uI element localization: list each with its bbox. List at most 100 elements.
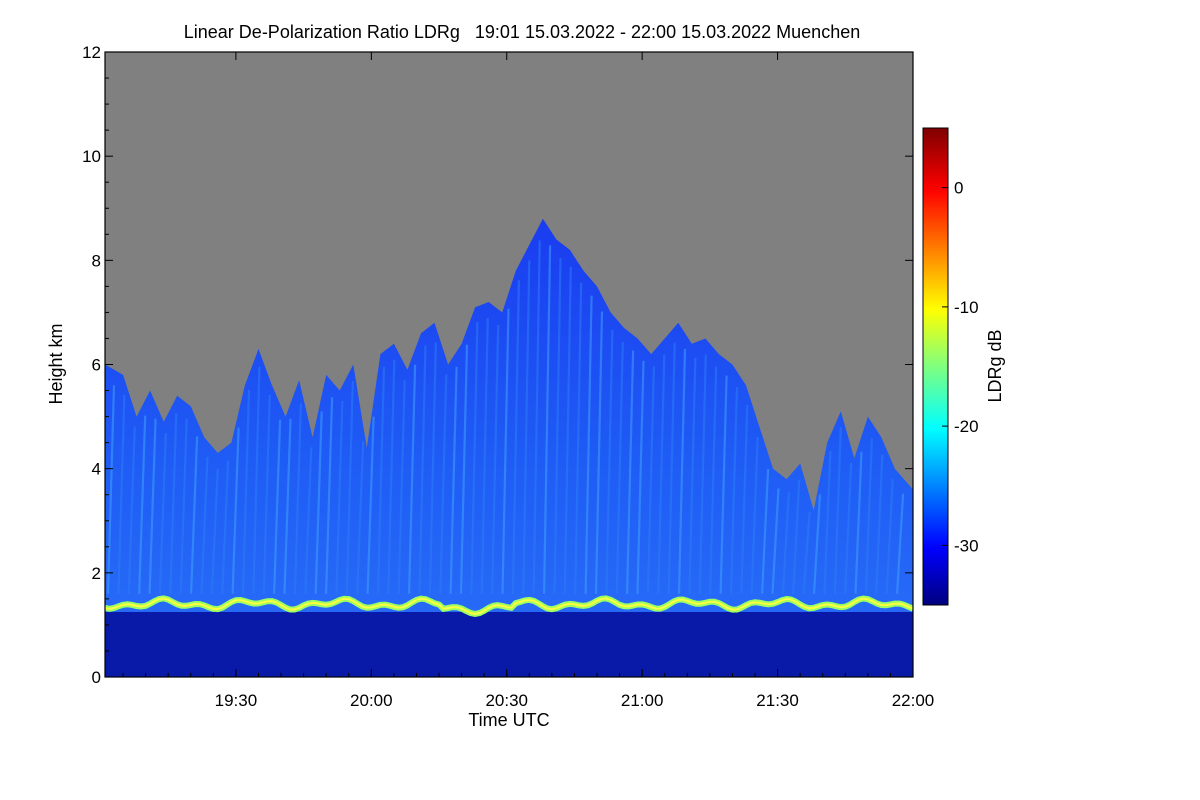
fallstreak bbox=[470, 321, 479, 594]
fallstreak bbox=[594, 311, 604, 594]
fallstreak bbox=[532, 240, 541, 594]
fallstreak bbox=[428, 342, 437, 594]
x-tick-label: 22:00 bbox=[892, 691, 935, 710]
fallstreak bbox=[106, 385, 116, 594]
fallstreak bbox=[885, 479, 894, 594]
fallstreak bbox=[480, 317, 489, 594]
fallstreak bbox=[823, 450, 832, 594]
colorbar bbox=[922, 127, 949, 606]
fallstreak bbox=[459, 344, 469, 594]
fallstreak bbox=[574, 282, 583, 594]
fallstreak bbox=[501, 308, 510, 594]
fallstreak bbox=[709, 366, 718, 594]
y-tick-label: 8 bbox=[92, 251, 101, 270]
x-tick-label: 20:30 bbox=[485, 691, 528, 710]
fallstreak bbox=[761, 468, 770, 594]
fallstreak bbox=[615, 342, 624, 594]
fallstreak bbox=[221, 460, 230, 594]
colorbar-tick-label: 0 bbox=[954, 179, 963, 198]
fallstreak bbox=[148, 418, 157, 594]
fallstreak bbox=[698, 354, 707, 594]
fallstreak bbox=[273, 419, 282, 594]
fallstreak bbox=[117, 394, 126, 594]
y-axis: 0 2 4 6 8 10 12 bbox=[82, 43, 913, 687]
fallstreak bbox=[397, 380, 406, 594]
fallstreak bbox=[356, 441, 365, 594]
y-tick-label: 6 bbox=[92, 356, 101, 375]
fallstreak bbox=[418, 345, 427, 594]
fallstreak bbox=[812, 494, 822, 594]
fallstreak bbox=[449, 366, 458, 594]
fallstreak bbox=[667, 342, 676, 594]
x-axis-label: Time UTC bbox=[468, 710, 549, 730]
x-tick-label: 21:00 bbox=[621, 691, 664, 710]
fallstreak bbox=[688, 357, 697, 594]
fallstreak bbox=[304, 447, 313, 594]
fallstreak bbox=[771, 488, 780, 594]
y-tick-label: 4 bbox=[92, 460, 101, 479]
plot-area bbox=[105, 52, 913, 677]
fallstreak bbox=[792, 480, 801, 594]
fallstreak bbox=[283, 418, 292, 594]
fallstreak bbox=[854, 451, 863, 594]
chart-title: Linear De-Polarization Ratio LDRg 19:01 … bbox=[184, 22, 860, 42]
fallstreak bbox=[584, 295, 593, 594]
fallstreak bbox=[345, 380, 354, 594]
y-axis-label: Height km bbox=[46, 323, 66, 404]
colorbar-label: LDRg dB bbox=[985, 329, 1005, 402]
x-tick-label: 21:30 bbox=[756, 691, 799, 710]
colorbar-tick-label: -20 bbox=[954, 417, 979, 436]
fallstreak bbox=[750, 437, 759, 594]
lower-aerosol-layer bbox=[105, 612, 913, 677]
fallstreak bbox=[677, 348, 687, 594]
fallstreak bbox=[511, 280, 520, 594]
fallstreak bbox=[408, 364, 417, 594]
y-tick-label: 12 bbox=[82, 43, 101, 62]
fallstreak bbox=[844, 462, 853, 594]
fallstreak bbox=[729, 387, 739, 594]
fallstreak bbox=[262, 394, 271, 594]
x-tick-label: 20:00 bbox=[350, 691, 393, 710]
fallstreak bbox=[158, 433, 167, 594]
fallstreak bbox=[605, 330, 614, 594]
fallstreak bbox=[875, 455, 884, 594]
fallstreak bbox=[439, 374, 448, 594]
fallstreak bbox=[781, 492, 790, 594]
fallstreak bbox=[719, 375, 728, 594]
fallstreak bbox=[325, 397, 334, 594]
fallstreak bbox=[252, 366, 261, 594]
y-tick-label: 2 bbox=[92, 564, 101, 583]
fallstreak bbox=[740, 405, 749, 594]
fallstreak bbox=[864, 438, 873, 594]
y-tick-label: 10 bbox=[82, 147, 101, 166]
fallstreak bbox=[522, 260, 531, 594]
fallstreak bbox=[646, 366, 655, 594]
fallstreak bbox=[626, 350, 635, 594]
fallstreak bbox=[366, 416, 375, 594]
colorbar-tick-label: -30 bbox=[954, 536, 979, 555]
fallstreak bbox=[169, 413, 178, 594]
fallstreak bbox=[190, 436, 199, 594]
boundary-layer-top-core bbox=[105, 597, 913, 615]
fallstreak bbox=[543, 245, 552, 594]
fallstreak bbox=[491, 324, 500, 594]
fallstreak bbox=[127, 426, 136, 594]
colorbar-tick-label: -10 bbox=[954, 298, 979, 317]
fallstreak bbox=[376, 366, 386, 594]
fallstreak bbox=[335, 400, 344, 594]
fallstreak bbox=[833, 426, 842, 594]
fallstreak bbox=[314, 411, 323, 594]
y-tick-label: 0 bbox=[92, 668, 101, 687]
x-tick-label: 19:30 bbox=[215, 691, 258, 710]
fallstreak bbox=[553, 258, 562, 594]
fallstreak bbox=[387, 360, 396, 594]
fallstreak bbox=[636, 360, 645, 594]
fallstreak bbox=[293, 403, 302, 594]
fallstreak bbox=[802, 511, 811, 594]
x-axis: 19:30 20:00 20:30 21:00 21:30 22:00 bbox=[122, 52, 935, 710]
fallstreak bbox=[563, 266, 572, 594]
colorbar-ticks: 0 -10 -20 -30 bbox=[942, 179, 979, 555]
fallstreaks bbox=[106, 240, 905, 594]
fallstreak bbox=[138, 415, 147, 594]
